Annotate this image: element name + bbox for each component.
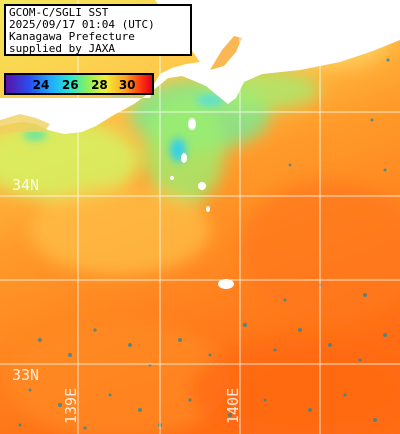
lon-label-139e: 139E	[62, 387, 80, 424]
info-header: GCOM-C/SGLI SST 2025/09/17 01:04 (UTC) K…	[4, 4, 192, 56]
colorbar-tick-30: 30	[118, 78, 136, 92]
colorbar-tick-28: 28	[91, 78, 108, 92]
lat-label-34n: 34N	[12, 176, 40, 194]
colorbar-tick-26: 26	[61, 78, 79, 92]
data-credit: supplied by JAXA	[9, 42, 115, 55]
observation-time: 2025/09/17 01:04 (UTC)	[9, 18, 155, 31]
colorbar-tick-24: 24	[32, 78, 50, 92]
lon-label-140e: 140E	[224, 387, 242, 424]
product-title: GCOM-C/SGLI SST	[9, 6, 109, 19]
region-name: Kanagawa Prefecture	[9, 30, 135, 43]
temperature-colorbar: 24 26 28 30	[4, 73, 154, 95]
lat-label-33n: 33N	[12, 366, 40, 384]
